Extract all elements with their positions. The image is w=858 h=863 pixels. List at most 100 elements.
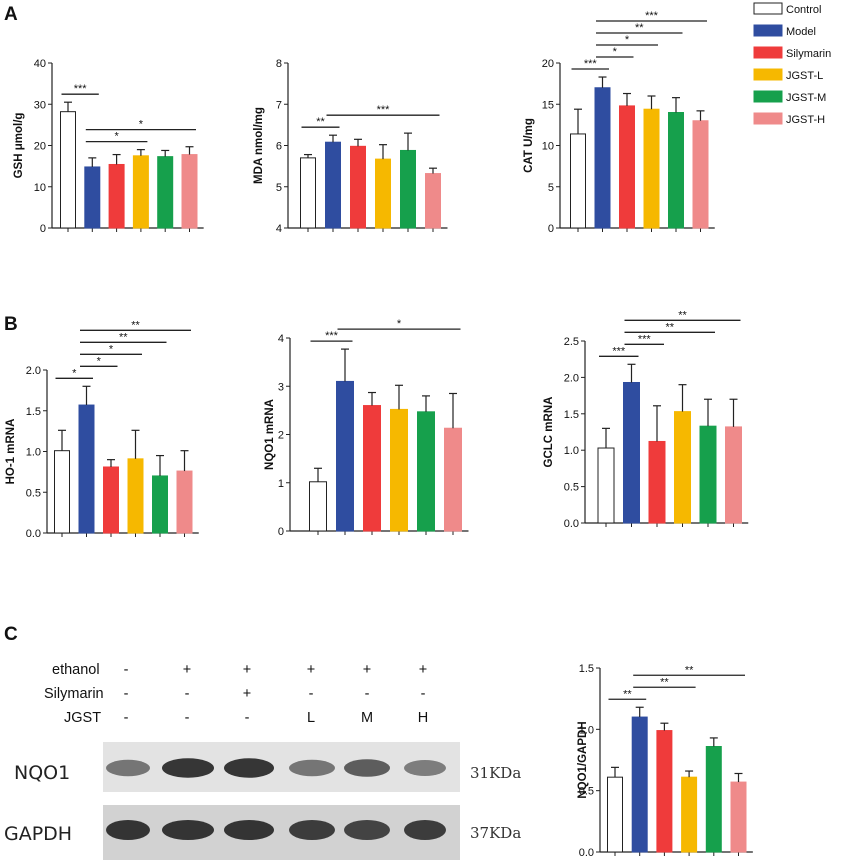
treatment-value: + xyxy=(243,662,251,678)
y-tick-label: 0 xyxy=(548,223,554,235)
significance-label: * xyxy=(109,343,114,355)
bar xyxy=(132,155,149,229)
bar xyxy=(400,149,416,229)
legend-swatch xyxy=(753,112,783,125)
bar xyxy=(623,381,640,524)
y-tick-label: 10 xyxy=(34,182,46,194)
y-tick-label: 6 xyxy=(276,141,282,153)
bar xyxy=(597,447,615,524)
treatment-table: ethanol Silymarin JGST - + + + + + - - + - - - - - - L M… xyxy=(44,662,428,726)
significance-label: * xyxy=(613,46,618,58)
bar xyxy=(350,145,366,229)
legend-swatch xyxy=(753,24,783,37)
legend-label: JGST-H xyxy=(786,114,825,126)
treatment-value: - xyxy=(421,686,426,702)
significance-label: * xyxy=(114,131,119,143)
y-tick-label: 8 xyxy=(276,58,282,70)
blot-band xyxy=(106,759,150,777)
bar xyxy=(619,105,635,229)
significance-label: ** xyxy=(635,22,644,34)
bar xyxy=(390,408,408,532)
significance-label: *** xyxy=(612,345,626,357)
bar xyxy=(444,427,462,532)
y-tick-label: 7 xyxy=(276,99,282,111)
treatment-row-label: Silymarin xyxy=(44,686,104,702)
blot-band xyxy=(224,820,274,840)
y-tick-label: 1 xyxy=(278,478,284,490)
treatment-row-label: ethanol xyxy=(52,662,100,678)
y-tick-label: 2.0 xyxy=(564,372,579,384)
y-axis-label: CAT U/mg xyxy=(523,118,535,173)
significance-label: * xyxy=(97,355,102,367)
bar xyxy=(176,470,193,534)
ho1-chart: 0.00.51.01.52.0HO-1 mRNA******* xyxy=(5,319,199,540)
y-tick-label: 5 xyxy=(548,182,554,194)
bar xyxy=(607,776,623,853)
blot-label-nqo1: NQO1 xyxy=(14,762,70,784)
treatment-value: M xyxy=(361,710,373,726)
blot-size-gapdh: 37KDa xyxy=(470,824,521,842)
treatment-value: H xyxy=(418,710,428,726)
y-axis-label: GCLC mRNA xyxy=(543,397,555,468)
blot-band xyxy=(404,760,446,776)
y-axis-label: HO-1 mRNA xyxy=(5,419,17,485)
bar xyxy=(108,163,125,229)
significance-label: * xyxy=(72,367,77,379)
y-tick-label: 30 xyxy=(34,99,46,111)
significance-label: *** xyxy=(325,330,339,342)
y-tick-label: 1.0 xyxy=(26,447,41,459)
y-tick-label: 0.0 xyxy=(579,847,594,859)
significance-label: * xyxy=(397,318,402,330)
blot-band xyxy=(344,820,390,840)
bar xyxy=(699,425,717,524)
legend-label: Control xyxy=(786,4,821,16)
treatment-value: - xyxy=(124,686,129,702)
significance-label: ** xyxy=(623,688,632,700)
y-tick-label: 0.0 xyxy=(564,518,579,530)
legend-label: Model xyxy=(786,26,816,38)
treatment-value: + xyxy=(243,686,251,702)
significance-label: ** xyxy=(316,116,325,128)
significance-label: * xyxy=(625,34,630,46)
bar xyxy=(417,411,435,532)
bar xyxy=(60,111,76,229)
bar xyxy=(181,154,198,229)
bar xyxy=(725,426,742,524)
y-tick-label: 2 xyxy=(278,430,284,442)
bar xyxy=(648,440,666,524)
treatment-value: + xyxy=(307,662,315,678)
significance-label: ** xyxy=(678,309,687,321)
significance-label: *** xyxy=(377,104,391,116)
y-tick-label: 2.5 xyxy=(564,336,579,348)
bar xyxy=(127,458,144,534)
bar xyxy=(363,405,381,532)
y-tick-label: 1.5 xyxy=(564,409,579,421)
blot-band xyxy=(289,820,335,840)
blot-band xyxy=(404,820,446,840)
y-tick-label: 20 xyxy=(542,58,554,70)
blot-band xyxy=(344,759,390,777)
y-tick-label: 5 xyxy=(276,182,282,194)
blot-size-nqo1: 31KDa xyxy=(470,764,521,782)
y-tick-label: 20 xyxy=(34,141,46,153)
bar xyxy=(84,166,101,229)
blot-gapdh-membrane xyxy=(103,805,460,860)
y-axis-label: MDA nmol/mg xyxy=(253,107,265,184)
blot-label-gapdh: GAPDH xyxy=(4,823,72,845)
y-axis-label: NQO1 mRNA xyxy=(264,399,276,470)
bar xyxy=(309,481,327,532)
treatment-value: + xyxy=(363,662,371,678)
panel-label-c: C xyxy=(4,624,18,645)
nqo1-gapdh-chart: 0.0 0.5 1.0 1.5 NQO1/GAPDH ** ** ** xyxy=(577,663,753,859)
significance-label: ** xyxy=(660,676,669,688)
y-tick-label: 4 xyxy=(278,333,284,345)
y-tick-label: 40 xyxy=(34,58,46,70)
significance-label: * xyxy=(139,119,144,131)
blot-band xyxy=(106,820,150,840)
bar xyxy=(152,475,168,534)
